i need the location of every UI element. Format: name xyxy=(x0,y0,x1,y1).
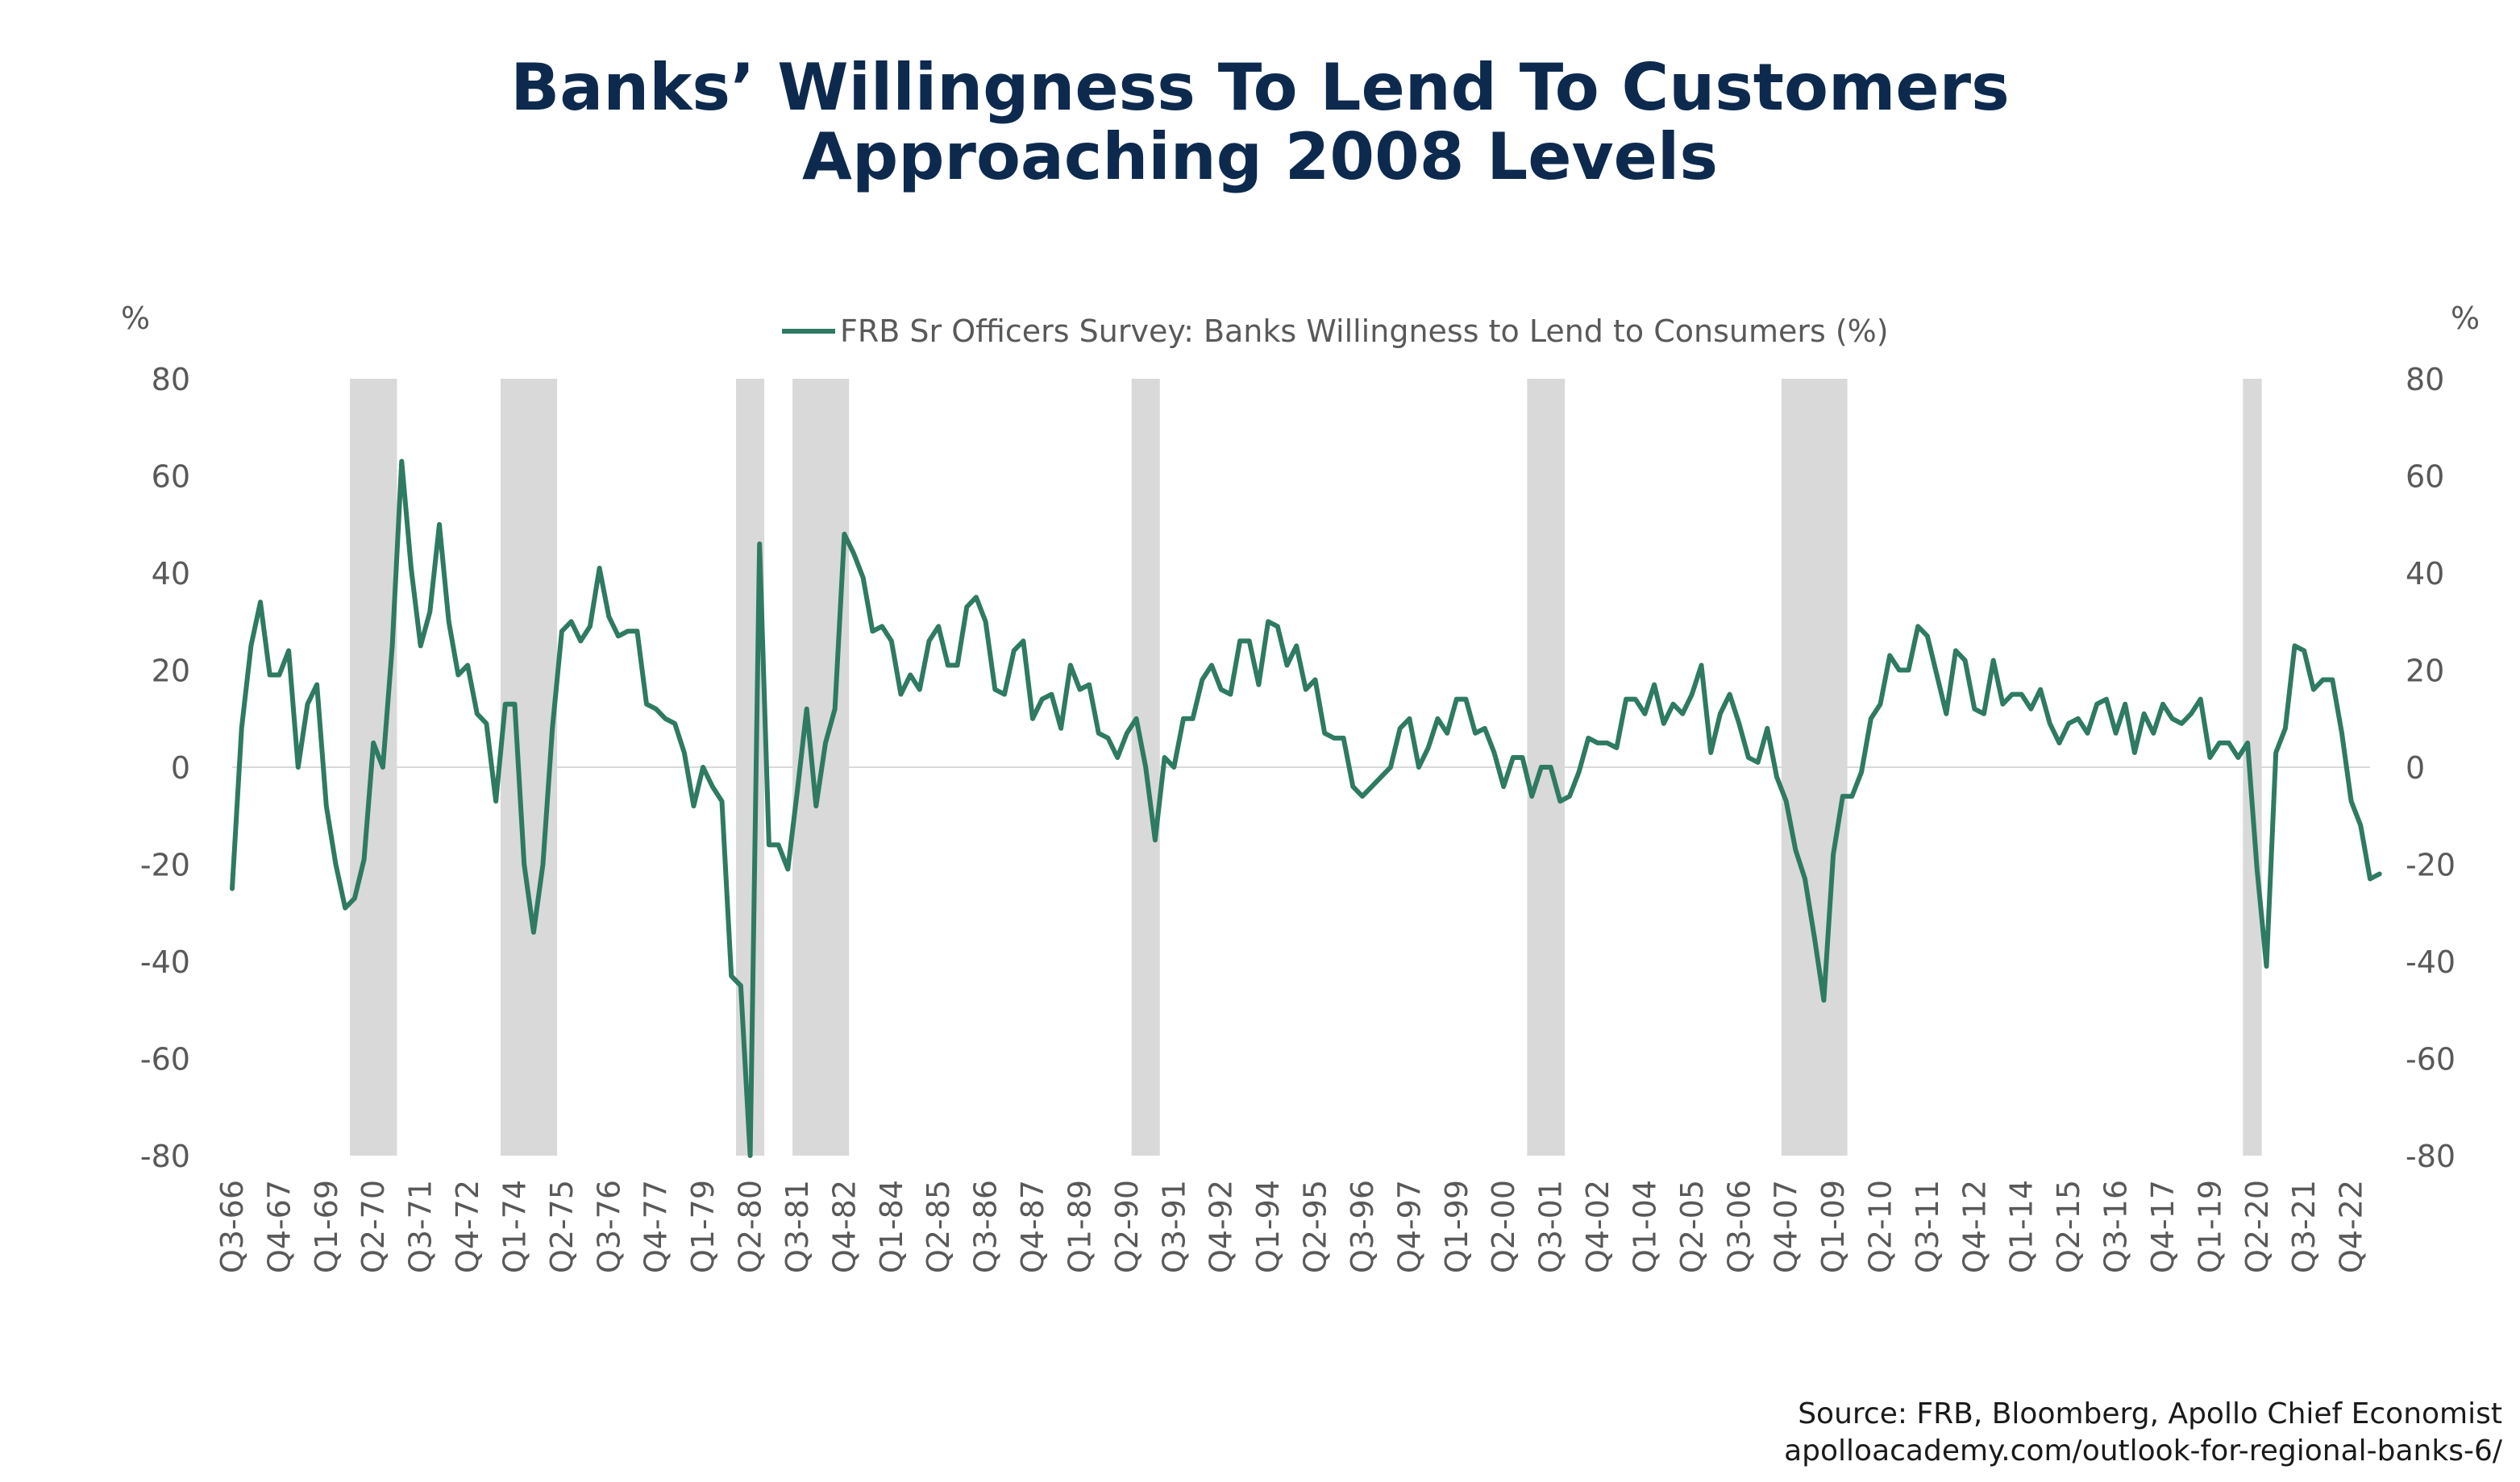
x-tick-label: Q1-19 xyxy=(2192,1180,2227,1273)
y-tick-label-left: 20 xyxy=(152,654,190,689)
y-tick-label-right: -40 xyxy=(2406,944,2456,980)
x-tick-label: Q1-74 xyxy=(497,1180,532,1273)
y-tick-label-left: 40 xyxy=(152,556,190,592)
x-tick-label: Q1-14 xyxy=(2004,1180,2040,1273)
x-tick-label: Q1-94 xyxy=(1250,1180,1286,1273)
x-tick-label: Q3-81 xyxy=(780,1180,815,1273)
y-tick-label-right: -20 xyxy=(2406,848,2456,883)
x-tick-label: Q4-67 xyxy=(261,1180,297,1273)
source-note: Source: FRB, Bloomberg, Apollo Chief Eco… xyxy=(1784,1396,2502,1470)
y-tick-label-left: 60 xyxy=(152,459,190,495)
x-tick-label: Q3-16 xyxy=(2098,1180,2134,1273)
chart-title-line-2: Approaching 2008 Levels xyxy=(802,119,1718,194)
x-tick-label: Q4-12 xyxy=(1957,1180,1992,1273)
x-tick-label: Q4-82 xyxy=(826,1180,862,1273)
y-tick-label-left: 80 xyxy=(152,362,190,397)
x-tick-label: Q4-97 xyxy=(1391,1180,1427,1273)
x-tick-label: Q1-99 xyxy=(1439,1180,1474,1273)
x-tick-label: Q2-80 xyxy=(733,1180,768,1273)
chart-title-line-1: Banks’ Willingness To Lend To Customers xyxy=(510,50,2010,125)
x-tick-label: Q3-06 xyxy=(1721,1180,1757,1273)
x-tick-label: Q2-05 xyxy=(1674,1180,1710,1273)
y-axis-unit-right: % xyxy=(2451,301,2480,336)
x-tick-label: Q4-92 xyxy=(1204,1180,1239,1273)
x-tick-label: Q4-72 xyxy=(450,1180,485,1273)
x-tick-label: Q4-22 xyxy=(2334,1180,2369,1273)
x-tick-label: Q3-91 xyxy=(1156,1180,1191,1273)
x-tick-label: Q4-07 xyxy=(1769,1180,1804,1273)
x-tick-label: Q4-77 xyxy=(638,1180,674,1273)
legend-label: FRB Sr Officers Survey: Banks Willingnes… xyxy=(840,313,1889,349)
source-url: apolloacademy.com/outlook-for-regional-b… xyxy=(1784,1434,2502,1467)
series-line xyxy=(230,459,2382,1158)
x-tick-label: Q3-86 xyxy=(968,1180,1004,1273)
x-tick-label: Q4-87 xyxy=(1015,1180,1050,1273)
x-tick-label: Q1-69 xyxy=(309,1180,344,1273)
x-tick-label: Q1-89 xyxy=(1062,1180,1097,1273)
x-tick-label: Q3-11 xyxy=(1910,1180,1945,1273)
y-tick-label-left: -40 xyxy=(140,944,190,980)
x-tick-label: Q4-02 xyxy=(1580,1180,1616,1273)
x-tick-label: Q2-10 xyxy=(1862,1180,1898,1273)
y-tick-label-right: -60 xyxy=(2406,1042,2456,1077)
y-tick-label-left: -80 xyxy=(140,1139,190,1174)
x-tick-label: Q2-90 xyxy=(1109,1180,1145,1273)
x-tick-label: Q1-79 xyxy=(685,1180,721,1273)
x-tick-label: Q4-17 xyxy=(2145,1180,2181,1273)
y-tick-label-right: -80 xyxy=(2406,1139,2456,1174)
x-tick-label: Q3-66 xyxy=(214,1180,250,1273)
y-tick-label-left: -20 xyxy=(140,848,190,883)
x-tick-label: Q3-76 xyxy=(591,1180,626,1273)
x-tick-label: Q2-70 xyxy=(356,1180,391,1273)
y-axis-unit-left: % xyxy=(121,301,150,336)
x-tick-label: Q2-20 xyxy=(2239,1180,2275,1273)
x-tick-label: Q2-95 xyxy=(1298,1180,1333,1273)
x-tick-label: Q3-96 xyxy=(1345,1180,1380,1273)
x-tick-label: Q2-00 xyxy=(1486,1180,1521,1273)
y-tick-label-right: 80 xyxy=(2406,362,2444,397)
x-tick-label: Q1-84 xyxy=(874,1180,909,1273)
x-tick-label: Q3-01 xyxy=(1533,1180,1569,1273)
y-tick-label-right: 20 xyxy=(2406,654,2444,689)
x-tick-label: Q2-15 xyxy=(2051,1180,2086,1273)
x-tick-label: Q3-71 xyxy=(403,1180,439,1273)
x-tick-label: Q3-21 xyxy=(2286,1180,2322,1273)
y-tick-label-right: 60 xyxy=(2406,459,2444,495)
y-tick-label-left: 0 xyxy=(171,750,190,786)
y-tick-label-right: 40 xyxy=(2406,556,2444,592)
chart-title: Banks’ Willingness To Lend To Customers … xyxy=(0,53,2520,192)
x-tick-label: Q2-75 xyxy=(544,1180,580,1273)
x-tick-label: Q2-85 xyxy=(921,1180,956,1273)
source-line: Source: FRB, Bloomberg, Apollo Chief Eco… xyxy=(1798,1397,2502,1430)
y-tick-label-right: 0 xyxy=(2406,750,2425,786)
y-tick-label-left: -60 xyxy=(140,1042,190,1077)
x-tick-label: Q1-09 xyxy=(1815,1180,1851,1273)
x-tick-label: Q1-04 xyxy=(1627,1180,1662,1273)
